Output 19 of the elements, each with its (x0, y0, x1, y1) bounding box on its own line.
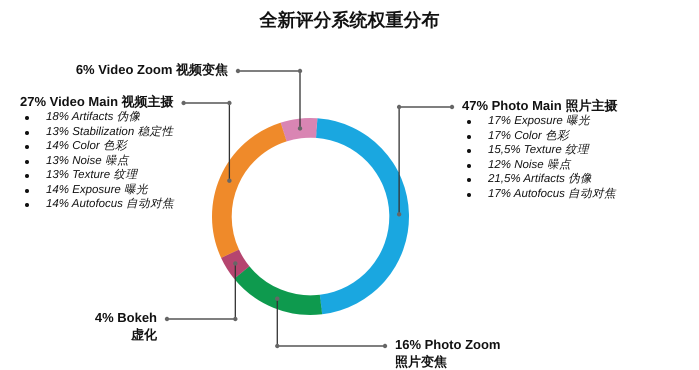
text: 13% Stabilization 稳定性 (46, 126, 174, 138)
text: 13% Noise 噪点 (46, 154, 129, 166)
slice-label: 6% Video Zoom 视频变焦 (76, 62, 228, 77)
text: 21,5% Artifacts 伪像 (488, 173, 592, 185)
text: 14% Color 色彩 (46, 140, 127, 152)
text: 15,5% Texture 纹理 (488, 144, 589, 156)
slice-label: 16% Photo Zoom 照片变焦 (395, 337, 500, 369)
slice-label: 4% Bokeh 虚化 (94, 310, 157, 342)
text: 17% Autofocus 自动对焦 (488, 188, 616, 200)
slice-label: 27% Video Main 视频主摄 (20, 94, 174, 109)
text: 18% Artifacts 伪像 (46, 111, 141, 123)
chart-title: 全新评分系统权重分布 (258, 9, 440, 32)
text: 17% Color 色彩 (488, 130, 569, 142)
text: 14% Exposure 曝光 (46, 184, 148, 196)
text: 17% Exposure 曝光 (488, 115, 590, 127)
text: 12% Noise 噪点 (488, 158, 571, 170)
text: 14% Autofocus 自动对焦 (46, 198, 174, 210)
slice-label: 47% Photo Main 照片主摄 (462, 98, 618, 113)
text: 13% Texture 纹理 (46, 169, 138, 181)
